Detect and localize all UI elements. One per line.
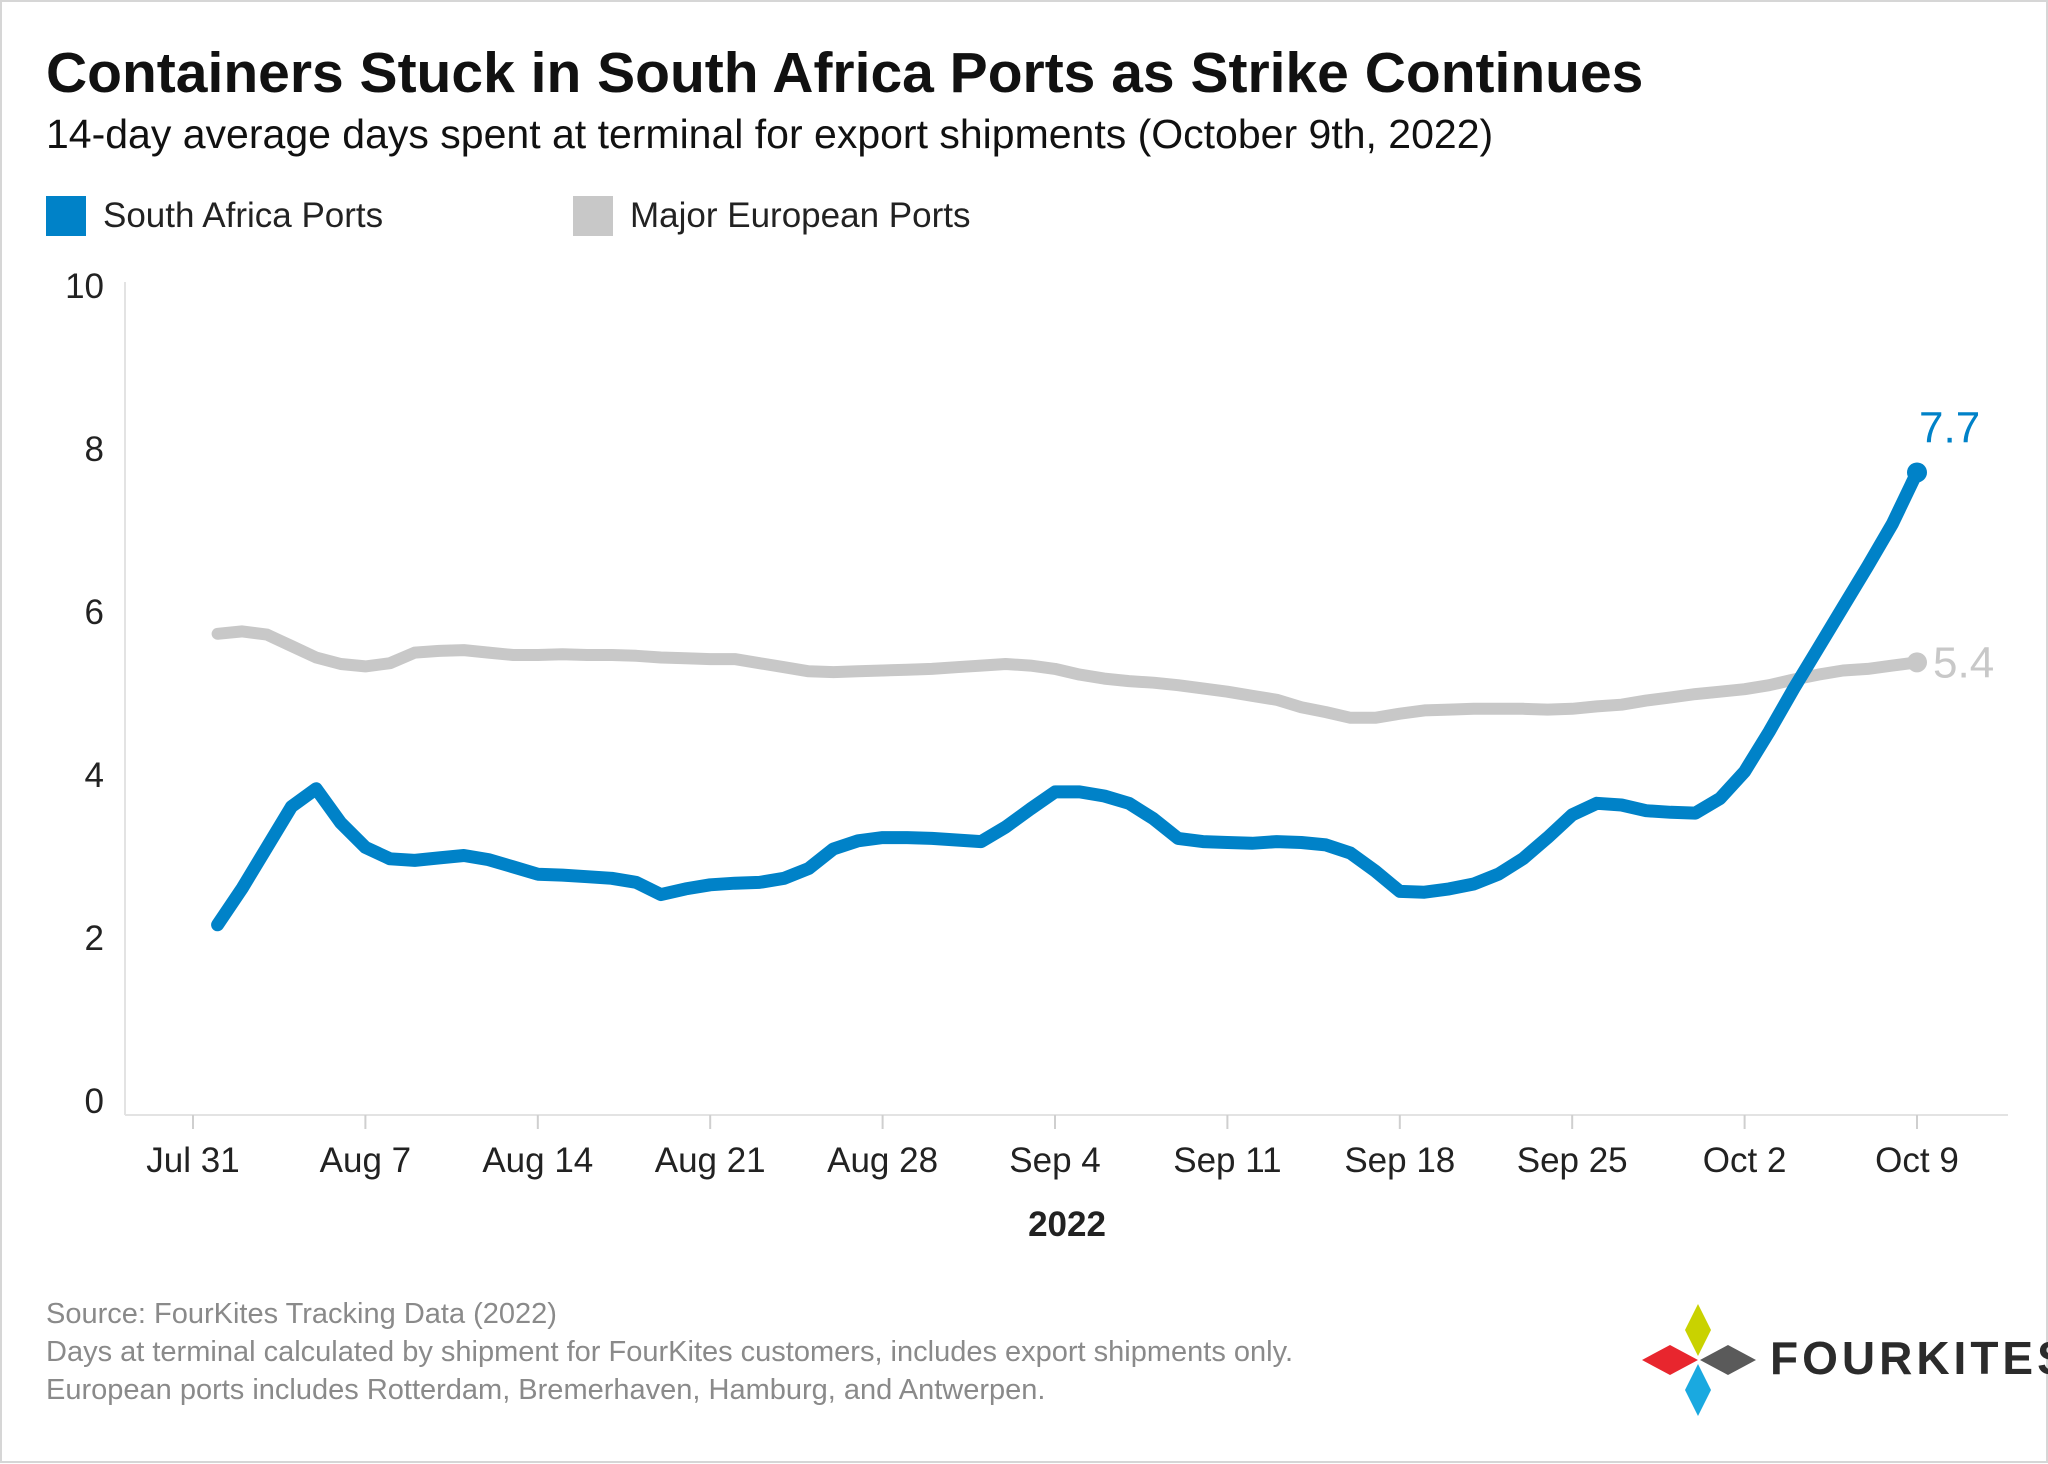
source-note: Source: FourKites Tracking Data (2022): [46, 1298, 557, 1330]
ports-note: European ports includes Rotterdam, Breme…: [46, 1374, 1046, 1406]
legend-item-south-africa: South Africa Ports: [46, 194, 383, 238]
chart-title: Containers Stuck in South Africa Ports a…: [46, 41, 1644, 105]
y-tick-label: 2: [85, 919, 104, 958]
brand-name: FOURKITES: [1770, 1332, 2048, 1384]
x-tick-label: Aug 14: [482, 1141, 593, 1180]
legend-swatch-south-africa: [46, 196, 86, 236]
x-tick-label: Oct 9: [1875, 1141, 1959, 1180]
x-tick-label: Jul 31: [146, 1141, 239, 1180]
y-tick-label: 8: [85, 430, 104, 469]
end-label-south-africa: 7.7: [1919, 403, 1980, 452]
x-tick-label: Sep 18: [1344, 1141, 1455, 1180]
x-tick-label: Sep 25: [1517, 1141, 1628, 1180]
x-axis-title: 2022: [1028, 1205, 1106, 1244]
legend-label-south-africa: South Africa Ports: [103, 196, 384, 235]
series-line-south-africa: [211, 465, 1924, 932]
legend-swatch-european: [573, 196, 613, 236]
legend-label-european: Major European Ports: [630, 196, 971, 235]
y-tick-label: 4: [85, 756, 104, 795]
fourkites-logo-icon: [1642, 1304, 1756, 1416]
y-tick-label: 0: [85, 1082, 104, 1121]
x-tick-label: Aug 21: [655, 1141, 766, 1180]
x-tick-label: Sep 11: [1173, 1141, 1281, 1180]
end-label-european: 5.4: [1933, 638, 1994, 687]
chart-subtitle: 14-day average days spent at terminal fo…: [46, 111, 1494, 157]
end-point-european: [1907, 652, 1927, 673]
legend-item-european: Major European Ports: [573, 194, 970, 238]
end-point-south-africa: [1907, 462, 1927, 483]
y-tick-label: 10: [65, 267, 104, 306]
line-chart: 0 2 4 6 8 10 Jul 31 Aug 7 Aug 14 Aug 21 Aug 28 Sep …: [65, 267, 2008, 1244]
x-tick-label: Aug 28: [827, 1141, 938, 1180]
x-tick-label: Sep 4: [1009, 1141, 1100, 1180]
y-tick-label: 6: [85, 593, 104, 632]
methodology-note: Days at terminal calculated by shipment …: [46, 1336, 1293, 1368]
x-tick-label: Aug 7: [320, 1141, 411, 1180]
series-line-european: [211, 625, 1923, 724]
x-tick-label: Oct 2: [1703, 1141, 1787, 1180]
